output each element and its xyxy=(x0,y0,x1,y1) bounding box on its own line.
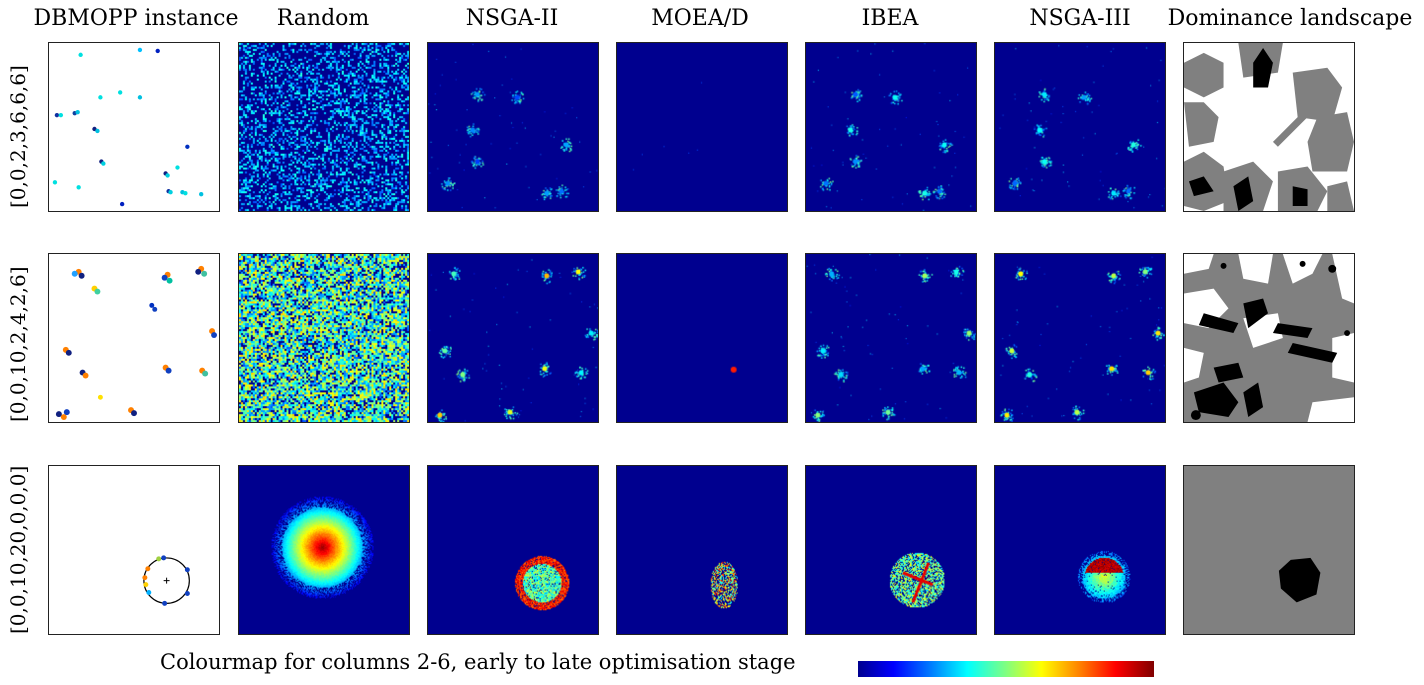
column-title-nsga3: NSGA-III xyxy=(1029,6,1131,31)
heatmap-moead-r2 xyxy=(617,254,787,422)
nsga2-panel-r3 xyxy=(427,465,599,635)
heatmap-moead-r3 xyxy=(617,466,787,634)
heatmap-random-r2 xyxy=(239,254,409,422)
random-panel-r1 xyxy=(238,42,410,212)
colourmap-bar xyxy=(858,661,1154,677)
nsga3-panel-r3 xyxy=(994,465,1166,635)
instance-points-r2 xyxy=(55,265,218,421)
ibea-panel-r1 xyxy=(805,42,977,212)
dominance-landscape-r3 xyxy=(1278,557,1321,603)
moead-panel-r1 xyxy=(616,42,788,212)
column-title-dbmopp: DBMOPP instance xyxy=(33,6,239,31)
heatmap-random-r1 xyxy=(239,43,409,211)
heatmap-nsga3-r3 xyxy=(995,466,1165,634)
row-label-2: [0,0,10,2,4,2,6] xyxy=(6,266,30,422)
dominance-panel-r1 xyxy=(1183,42,1355,212)
heatmap-nsga2-r1 xyxy=(428,43,598,211)
nsga3-panel-r2 xyxy=(994,253,1166,423)
ibea-panel-r3 xyxy=(805,465,977,635)
row-label-3: [0,0,10,20,0,0,0] xyxy=(6,465,30,634)
heatmap-ibea-r3 xyxy=(806,466,976,634)
moead-panel-r3 xyxy=(616,465,788,635)
heatmap-nsga3-r1 xyxy=(995,43,1165,211)
nsga3-panel-r1 xyxy=(994,42,1166,212)
heatmap-nsga2-r2 xyxy=(428,254,598,422)
instance-points-r1 xyxy=(52,47,204,207)
moead-panel-r2 xyxy=(616,253,788,423)
nsga2-panel-r1 xyxy=(427,42,599,212)
instance-panel-r3 xyxy=(48,465,220,635)
heatmap-ibea-r2 xyxy=(806,254,976,422)
dominance-landscape-r1 xyxy=(1184,43,1354,211)
random-panel-r3 xyxy=(238,465,410,635)
row-label-1: [0,0,2,3,6,6,6] xyxy=(6,65,30,208)
column-title-moead: MOEA/D xyxy=(651,6,749,31)
random-panel-r2 xyxy=(238,253,410,423)
colourmap-label: Colourmap for columns 2-6, early to late… xyxy=(160,650,796,674)
nsga2-panel-r2 xyxy=(427,253,599,423)
dominance-panel-r3 xyxy=(1183,465,1355,635)
instance-panel-r1 xyxy=(48,42,220,212)
dominance-panel-r2 xyxy=(1183,253,1355,423)
heatmap-random-r3 xyxy=(239,466,409,634)
heatmap-nsga2-r3 xyxy=(428,466,598,634)
instance-panel-r2 xyxy=(48,253,220,423)
column-title-dominance: Dominance landscape xyxy=(1167,6,1413,31)
column-title-nsga2: NSGA-II xyxy=(465,6,559,31)
heatmap-ibea-r1 xyxy=(806,43,976,211)
dominance-landscape-r2 xyxy=(1184,254,1354,422)
ibea-panel-r2 xyxy=(805,253,977,423)
column-title-random: Random xyxy=(276,6,370,31)
instance-points-r3 xyxy=(142,555,190,606)
heatmap-nsga3-r2 xyxy=(995,254,1165,422)
heatmap-moead-r1 xyxy=(617,43,787,211)
column-title-ibea: IBEA xyxy=(861,6,919,31)
